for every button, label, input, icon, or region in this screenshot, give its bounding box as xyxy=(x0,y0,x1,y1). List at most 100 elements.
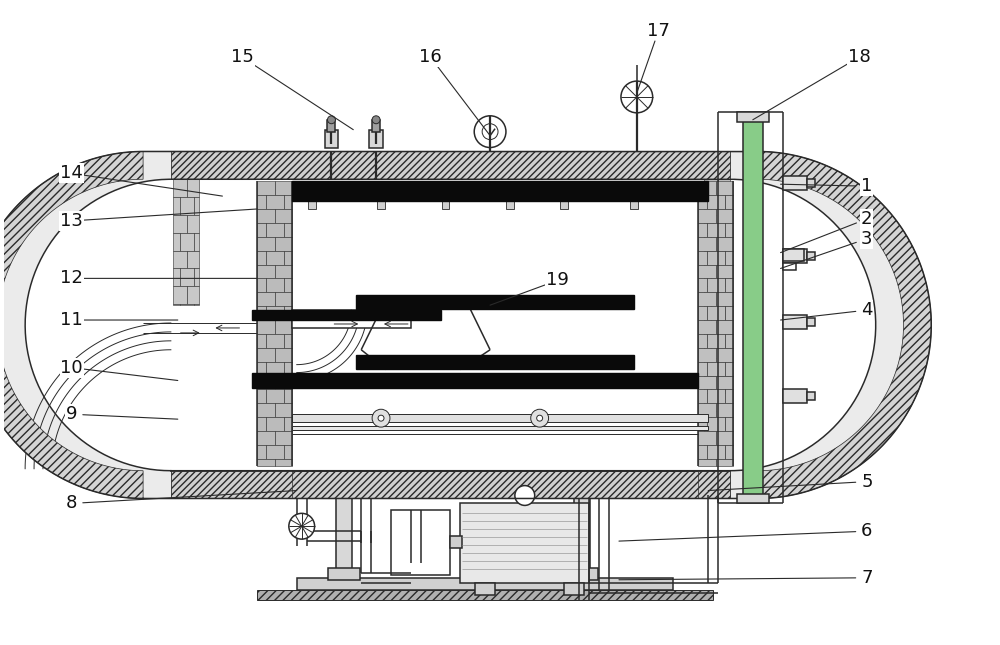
Bar xyxy=(325,130,338,148)
Bar xyxy=(275,320,292,334)
Bar xyxy=(682,165,706,179)
Bar xyxy=(337,152,361,165)
Bar xyxy=(356,295,634,309)
Bar xyxy=(266,362,284,375)
Bar xyxy=(711,340,725,358)
Bar xyxy=(292,320,411,328)
Bar xyxy=(275,431,292,445)
Circle shape xyxy=(515,486,535,506)
Bar xyxy=(257,237,275,251)
Bar xyxy=(725,362,733,375)
Bar xyxy=(292,426,708,430)
Bar xyxy=(716,209,733,223)
Bar xyxy=(180,197,194,215)
Bar xyxy=(377,201,385,209)
Bar xyxy=(552,471,575,484)
Bar xyxy=(194,233,199,251)
Circle shape xyxy=(474,116,506,148)
Bar xyxy=(275,181,292,195)
Bar xyxy=(711,268,725,286)
Bar xyxy=(292,414,708,422)
Bar xyxy=(327,120,335,132)
Bar xyxy=(257,334,266,348)
Text: 7: 7 xyxy=(861,569,873,587)
Bar xyxy=(207,165,230,179)
Bar xyxy=(171,484,183,499)
Bar xyxy=(737,112,769,122)
Bar xyxy=(337,471,361,484)
Bar xyxy=(725,195,733,209)
Bar xyxy=(284,279,292,292)
Text: 18: 18 xyxy=(848,48,870,66)
Bar xyxy=(725,251,733,264)
Bar xyxy=(698,334,707,348)
Bar xyxy=(718,215,730,233)
Bar xyxy=(302,165,326,179)
Circle shape xyxy=(531,409,549,427)
Bar xyxy=(698,264,716,279)
Bar xyxy=(421,165,444,179)
Bar xyxy=(716,320,733,334)
Circle shape xyxy=(372,409,390,427)
Bar xyxy=(707,445,725,459)
Bar xyxy=(725,268,730,286)
Bar xyxy=(698,459,716,466)
Bar xyxy=(257,195,266,209)
Text: 10: 10 xyxy=(60,359,83,377)
Bar xyxy=(266,279,284,292)
Bar xyxy=(647,152,671,165)
Bar xyxy=(587,165,611,179)
Polygon shape xyxy=(25,179,876,471)
Bar xyxy=(372,120,380,132)
Bar xyxy=(623,152,647,165)
Bar xyxy=(373,165,397,179)
Bar xyxy=(257,348,275,362)
Bar xyxy=(725,340,730,358)
Bar xyxy=(725,223,733,237)
Bar xyxy=(743,120,763,495)
Bar xyxy=(704,322,718,340)
Bar xyxy=(711,233,725,251)
Bar xyxy=(297,578,673,590)
Bar xyxy=(698,375,716,390)
Polygon shape xyxy=(0,152,931,499)
Circle shape xyxy=(378,415,384,421)
Bar xyxy=(194,268,199,286)
Bar xyxy=(442,201,449,209)
Text: 3: 3 xyxy=(861,230,873,248)
Bar xyxy=(725,304,730,322)
Bar xyxy=(252,310,441,320)
Bar xyxy=(704,393,718,412)
Bar xyxy=(718,322,730,340)
Bar xyxy=(278,165,302,179)
Bar xyxy=(504,152,528,165)
Bar xyxy=(421,484,444,499)
Text: 16: 16 xyxy=(419,48,442,66)
Bar xyxy=(292,310,411,320)
Bar xyxy=(187,215,199,233)
Bar xyxy=(275,237,292,251)
Bar xyxy=(284,251,292,264)
Bar xyxy=(635,484,659,499)
Bar xyxy=(711,304,725,322)
Bar xyxy=(266,445,284,459)
Bar xyxy=(707,223,725,237)
Bar xyxy=(725,417,733,431)
Bar xyxy=(195,152,218,165)
Bar xyxy=(257,264,275,279)
Bar xyxy=(257,279,266,292)
Bar xyxy=(725,334,733,348)
Bar xyxy=(183,165,207,179)
Bar xyxy=(707,390,725,403)
Bar xyxy=(698,209,716,223)
Bar xyxy=(725,279,733,292)
Bar xyxy=(718,358,730,375)
Bar xyxy=(349,165,373,179)
Bar xyxy=(284,417,292,431)
Bar xyxy=(718,471,730,484)
Bar xyxy=(630,201,638,209)
Bar xyxy=(737,493,769,504)
Bar xyxy=(173,251,187,268)
Bar xyxy=(783,248,804,261)
Bar xyxy=(328,568,360,580)
